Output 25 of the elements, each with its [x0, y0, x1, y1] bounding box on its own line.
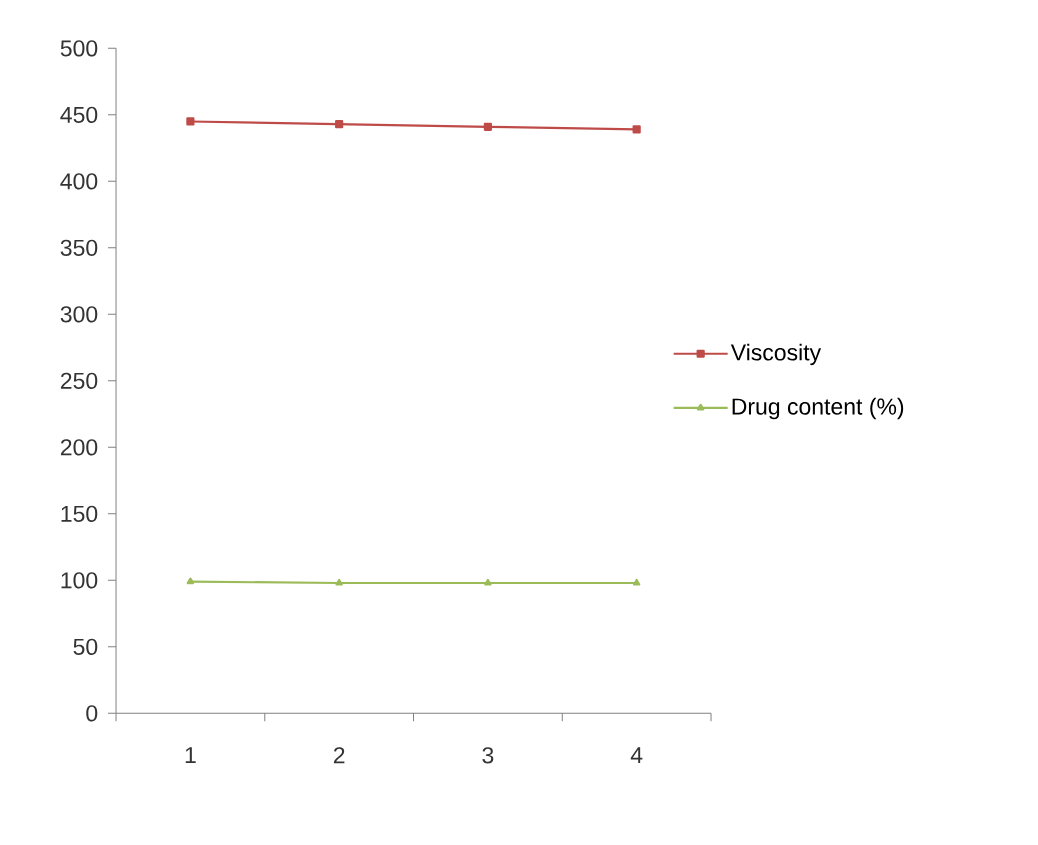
- point: [186, 117, 195, 126]
- point: [632, 578, 641, 586]
- y-tick-label: 300: [60, 306, 98, 323]
- y-tick-label: 500: [60, 40, 98, 57]
- point: [186, 577, 195, 585]
- y-tick-label: 200: [60, 439, 98, 456]
- x-tick-label: 2: [333, 747, 345, 764]
- point: [335, 578, 343, 586]
- y-tick-label: 150: [61, 505, 98, 522]
- point: [632, 125, 641, 134]
- x-tick-label: 4: [630, 747, 643, 764]
- y-tick-label: 450: [60, 106, 98, 123]
- point: [483, 122, 492, 131]
- y-tick-label: 400: [60, 173, 98, 190]
- y-tick-label: 350: [60, 239, 98, 256]
- legend-label: Viscosity: [730, 343, 822, 366]
- y-tick-label: 0: [86, 705, 98, 722]
- legend-label: Drug content (%): [732, 397, 904, 420]
- x-tick-label: 1: [185, 747, 196, 764]
- y-tick-label: 50: [73, 638, 98, 655]
- x-tick-label: 3: [482, 747, 494, 764]
- point: [335, 120, 344, 129]
- y-tick-label: 100: [61, 572, 98, 589]
- y-tick-label: 250: [60, 372, 98, 389]
- point: [484, 578, 492, 586]
